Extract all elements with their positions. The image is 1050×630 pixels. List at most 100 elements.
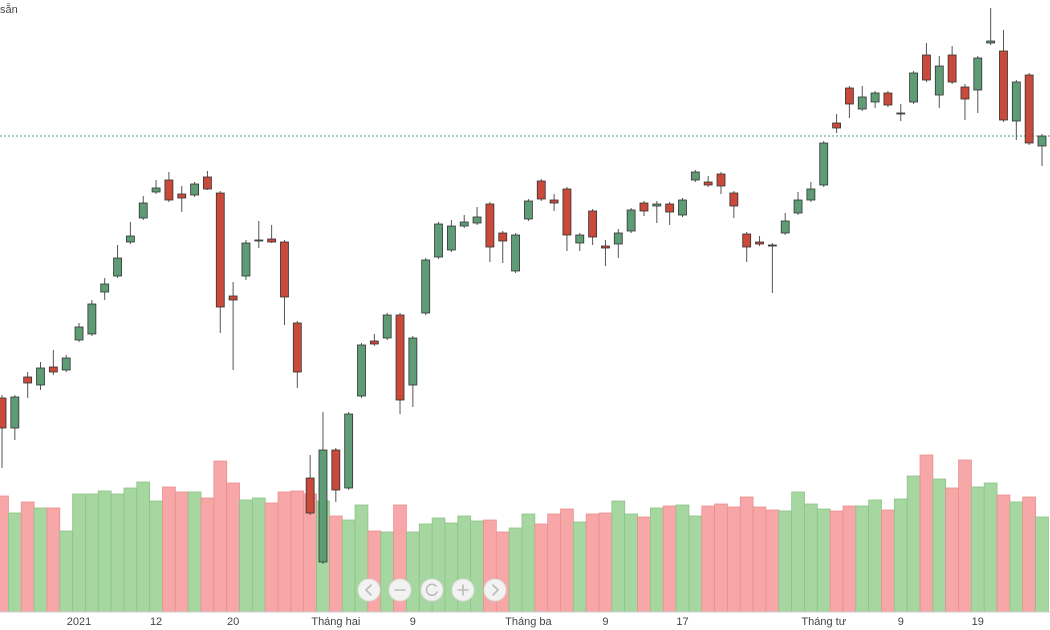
- candle-body: [241, 242, 251, 277]
- candle-body: [1024, 74, 1034, 144]
- volume-bar: [932, 478, 947, 613]
- candle-body: [369, 340, 379, 345]
- candle-body: [434, 223, 443, 258]
- candle-body: [524, 200, 533, 220]
- candle-body: [973, 57, 983, 91]
- scroll-right-button[interactable]: [483, 578, 507, 602]
- candle-body: [819, 142, 829, 186]
- candle-body: [203, 176, 212, 190]
- candle-body: [960, 86, 970, 100]
- volume-bar: [804, 503, 818, 613]
- x-tick-label: 20: [227, 616, 239, 628]
- candle-body: [909, 72, 919, 103]
- candle-body: [883, 92, 893, 106]
- volume-bar: [958, 459, 972, 613]
- candle-body: [934, 65, 944, 96]
- candle-body: [986, 40, 996, 44]
- volume-bar: [598, 512, 613, 613]
- candle-body: [716, 173, 726, 187]
- volume-bar: [649, 507, 664, 613]
- reset-button[interactable]: [420, 578, 444, 602]
- candle-body: [408, 337, 418, 386]
- candle-body: [164, 179, 174, 201]
- x-tick-label: 17: [676, 616, 688, 628]
- candle-body: [318, 449, 328, 563]
- volume-bar: [611, 500, 626, 613]
- volume-bar: [341, 519, 356, 613]
- volume-bar: [534, 523, 549, 613]
- candle-body: [999, 50, 1008, 121]
- scroll-left-button[interactable]: [357, 578, 381, 602]
- candle-body: [36, 367, 45, 386]
- candle-body: [562, 188, 572, 236]
- volume-bar: [110, 493, 125, 613]
- volume-bar: [380, 531, 395, 613]
- navigation: [357, 578, 507, 602]
- candle-body: [601, 245, 610, 249]
- volume-bar: [290, 490, 305, 613]
- volume-bar: [765, 509, 780, 613]
- candle-body: [357, 344, 366, 397]
- volume-bar: [560, 508, 574, 613]
- candle-body: [613, 232, 623, 245]
- volume-bar: [778, 510, 793, 613]
- candle-body: [459, 221, 469, 227]
- candle-body: [215, 192, 225, 308]
- volume-bar: [470, 520, 484, 613]
- volume-bar: [239, 499, 253, 613]
- x-tick-label: 9: [898, 616, 904, 628]
- volume-bar: [624, 513, 638, 613]
- volume-bar: [893, 498, 908, 613]
- candle-body: [48, 366, 58, 373]
- candle-body: [125, 235, 135, 243]
- candle-body: [331, 449, 341, 491]
- volume-bar: [187, 491, 202, 613]
- candle-body: [870, 92, 880, 103]
- volume-bar: [970, 486, 985, 613]
- volume-bar: [906, 475, 921, 613]
- volume-bar: [675, 504, 690, 613]
- volume-bar: [752, 506, 767, 613]
- volume-bar: [0, 495, 9, 613]
- volume-bar: [162, 486, 176, 613]
- volume-bar: [72, 493, 86, 613]
- volume-bar: [816, 508, 831, 613]
- x-tick-label: Tháng ba: [505, 616, 552, 628]
- candle-body: [639, 202, 649, 212]
- candle-body: [857, 96, 867, 110]
- candle-body: [113, 257, 122, 277]
- candle-body: [61, 357, 71, 371]
- candle-body: [267, 238, 277, 243]
- candle-body: [806, 188, 816, 201]
- zoom-out-button[interactable]: [388, 578, 412, 602]
- volume-bar: [739, 496, 754, 613]
- candle-body: [845, 87, 854, 105]
- volume-bar: [149, 500, 163, 613]
- volume-bar: [662, 505, 677, 613]
- candle-body: [665, 203, 675, 213]
- volume-bar: [46, 507, 61, 613]
- x-tick-label: Tháng hai: [311, 616, 360, 628]
- volume-bar: [20, 501, 35, 613]
- candle-body: [280, 241, 289, 298]
- volume-bar: [97, 490, 112, 613]
- volume-bar: [200, 497, 215, 613]
- volume-bar: [1035, 516, 1049, 613]
- volume-bar: [406, 531, 420, 613]
- volume-bar: [688, 515, 703, 613]
- candle-body: [177, 193, 187, 199]
- x-tick-label: 9: [410, 616, 416, 628]
- candle-body: [832, 122, 841, 129]
- volume-bar: [1009, 501, 1024, 613]
- candle-body: [228, 295, 238, 301]
- zoom-in-button[interactable]: [451, 578, 475, 602]
- candle-body: [10, 396, 20, 429]
- candle-body: [421, 259, 431, 314]
- candle-body: [74, 326, 84, 341]
- candle-body: [382, 314, 392, 339]
- candle-body: [472, 216, 482, 224]
- candle-body: [652, 203, 662, 207]
- candle-body: [138, 202, 148, 219]
- volume-bar: [521, 513, 536, 613]
